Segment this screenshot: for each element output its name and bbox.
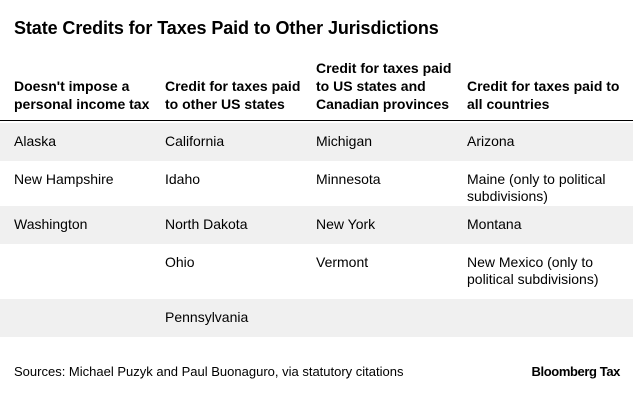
table-header: Doesn't impose a personal income tax Cre… bbox=[0, 60, 633, 121]
table-row: Pennsylvania bbox=[0, 299, 633, 337]
table-cell: Pennsylvania bbox=[165, 309, 249, 325]
column-header-no-income-tax: Doesn't impose a personal income tax bbox=[14, 78, 150, 112]
table-cell: Michigan bbox=[316, 133, 373, 149]
table-row: Washington North Dakota New York Montana bbox=[0, 206, 633, 244]
table-cell: Arizona bbox=[467, 133, 515, 149]
table-row: New Hampshire Idaho Minnesota Maine (onl… bbox=[0, 161, 633, 206]
table-cell: North Dakota bbox=[165, 216, 248, 232]
table-cell: California bbox=[165, 133, 225, 149]
table-cell: Vermont bbox=[316, 254, 369, 270]
table-row: Ohio Vermont New Mexico (only to politic… bbox=[0, 244, 633, 299]
table-row: Alaska California Michigan Arizona bbox=[0, 123, 633, 161]
table-cell: New Mexico (only to political subdivisio… bbox=[467, 254, 599, 287]
table-cell: Montana bbox=[467, 216, 522, 232]
table-cell: Alaska bbox=[14, 133, 57, 149]
credits-table: Doesn't impose a personal income tax Cre… bbox=[0, 60, 633, 337]
table-cell: Idaho bbox=[165, 171, 201, 187]
column-header-us-canada: Credit for taxes paid to US states and C… bbox=[316, 60, 452, 112]
page-title: State Credits for Taxes Paid to Other Ju… bbox=[14, 18, 439, 38]
table-cell: Ohio bbox=[165, 254, 195, 270]
source-note: Sources: Michael Puzyk and Paul Buonagur… bbox=[14, 364, 404, 379]
table-cell: Minnesota bbox=[316, 171, 381, 187]
brand-logo: Bloomberg Tax bbox=[531, 364, 621, 379]
column-header-us-states: Credit for taxes paid to other US states bbox=[165, 78, 301, 112]
table-cell: New York bbox=[316, 216, 376, 232]
table-cell: New Hampshire bbox=[14, 171, 114, 187]
column-header-all-countries: Credit for taxes paid to all countries bbox=[467, 78, 620, 112]
table-cell: Washington bbox=[14, 216, 88, 232]
table-cell: Maine (only to political subdivisions) bbox=[467, 171, 606, 204]
